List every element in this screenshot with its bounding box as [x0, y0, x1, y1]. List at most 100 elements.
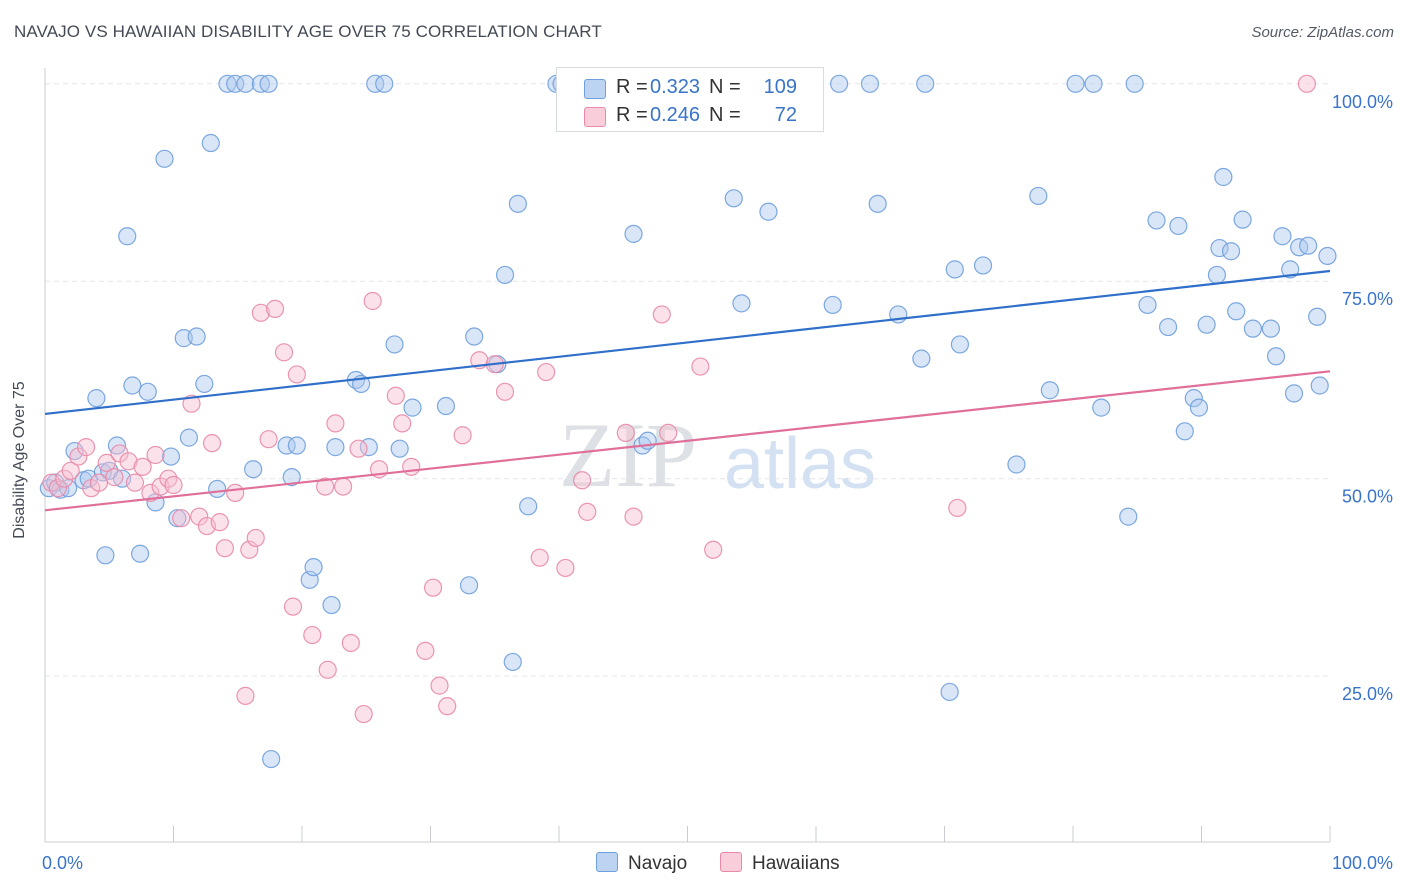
point-navajo: [304, 558, 323, 577]
point-navajo: [1175, 422, 1194, 441]
point-hawaiians: [334, 477, 353, 496]
point-hawaiians: [172, 509, 191, 528]
point-navajo: [503, 652, 522, 672]
point-navajo: [973, 256, 993, 275]
point-navajo: [1310, 376, 1329, 395]
point-navajo: [226, 74, 245, 93]
legend-item-navajo: Navajo: [596, 852, 687, 875]
point-navajo: [759, 202, 778, 221]
point-hawaiians: [704, 540, 723, 559]
point-navajo: [118, 227, 137, 246]
point-hawaiians: [259, 430, 278, 449]
point-navajo: [1184, 389, 1203, 408]
x-tick-label: 0.0%: [42, 853, 83, 873]
point-hawaiians: [265, 299, 285, 318]
legend-n-value: 72: [774, 104, 797, 126]
point-hawaiians: [416, 641, 435, 660]
point-navajo: [1266, 347, 1286, 366]
point-navajo: [161, 447, 181, 466]
point-hawaiians: [89, 473, 109, 492]
point-navajo: [1290, 238, 1309, 257]
point-navajo: [322, 595, 341, 615]
point-navajo: [459, 576, 479, 595]
point-navajo: [724, 189, 743, 208]
point-navajo: [187, 327, 206, 346]
point-hawaiians: [61, 461, 80, 480]
y-tick-label: 50.0%: [1342, 487, 1393, 507]
point-navajo: [277, 436, 296, 455]
point-navajo: [624, 224, 643, 243]
legend-r-value: 0.323: [650, 76, 701, 98]
point-navajo: [1084, 74, 1103, 93]
point-navajo: [1221, 242, 1241, 261]
point-navajo: [375, 74, 394, 93]
point-hawaiians: [274, 343, 294, 362]
point-hawaiians: [616, 423, 635, 442]
point-navajo: [87, 389, 106, 408]
point-navajo: [138, 382, 157, 401]
point-hawaiians: [349, 439, 368, 458]
point-hawaiians: [341, 633, 360, 653]
point-navajo: [1318, 246, 1337, 266]
point-navajo: [218, 74, 237, 93]
point-navajo: [390, 439, 409, 458]
point-navajo: [262, 749, 281, 769]
point-navajo: [195, 374, 214, 394]
point-hawaiians: [215, 539, 234, 558]
point-navajo: [179, 428, 199, 447]
point-navajo: [508, 194, 527, 213]
point-hawaiians: [363, 291, 382, 311]
point-navajo: [385, 335, 404, 354]
point-navajo: [403, 398, 422, 417]
point-hawaiians: [578, 502, 597, 521]
legend-r-value: 0.246: [650, 104, 701, 126]
point-navajo: [208, 479, 227, 499]
point-hawaiians: [69, 447, 88, 466]
point-hawaiians: [495, 382, 515, 401]
point-hawaiians: [287, 365, 306, 384]
point-hawaiians: [423, 578, 443, 597]
point-hawaiians: [318, 660, 337, 679]
point-navajo: [287, 436, 306, 455]
point-navajo: [168, 509, 187, 528]
point-hawaiians: [210, 513, 229, 532]
tick-labels: 25.0% 50.0% 75.0% 100.0% 0.0% 100.0%: [42, 92, 1393, 873]
point-hawaiians: [624, 507, 643, 526]
point-navajo: [823, 295, 842, 315]
point-navajo: [1308, 307, 1327, 326]
point-hawaiians: [438, 697, 457, 716]
point-navajo: [1243, 319, 1263, 338]
point-navajo: [1040, 381, 1059, 400]
grid-lines: [45, 83, 1330, 677]
point-hawaiians: [146, 445, 165, 465]
point-hawaiians: [119, 452, 138, 471]
point-hawaiians: [573, 471, 592, 490]
point-hawaiians: [386, 386, 405, 405]
point-hawaiians: [236, 686, 255, 705]
point-navajo: [96, 546, 115, 565]
point-navajo: [732, 294, 751, 313]
point-navajo: [830, 74, 849, 93]
point-hawaiians: [691, 357, 710, 376]
point-navajo: [1189, 398, 1209, 417]
point-navajo: [1214, 167, 1233, 187]
point-hawaiians: [226, 483, 245, 503]
point-navajo: [945, 260, 964, 279]
point-navajo: [326, 438, 345, 457]
point-hawaiians: [530, 548, 549, 567]
legend-n-value: 109: [763, 76, 797, 98]
legend-swatch-navajo: [596, 852, 618, 872]
y-tick-label: 25.0%: [1342, 684, 1393, 704]
point-navajo: [1273, 227, 1292, 246]
point-navajo: [1125, 74, 1144, 93]
watermark-atlas: atlas: [724, 424, 876, 504]
point-navajo: [201, 133, 220, 153]
point-navajo: [1207, 265, 1227, 285]
point-navajo: [495, 265, 515, 285]
point-navajo: [950, 335, 970, 354]
point-navajo: [130, 544, 150, 563]
legend-row-navajo: R = 0.323 N = 109: [557, 72, 823, 100]
legend-swatch-navajo: [584, 79, 606, 99]
point-hawaiians: [202, 434, 222, 453]
point-hawaiians: [948, 498, 967, 518]
